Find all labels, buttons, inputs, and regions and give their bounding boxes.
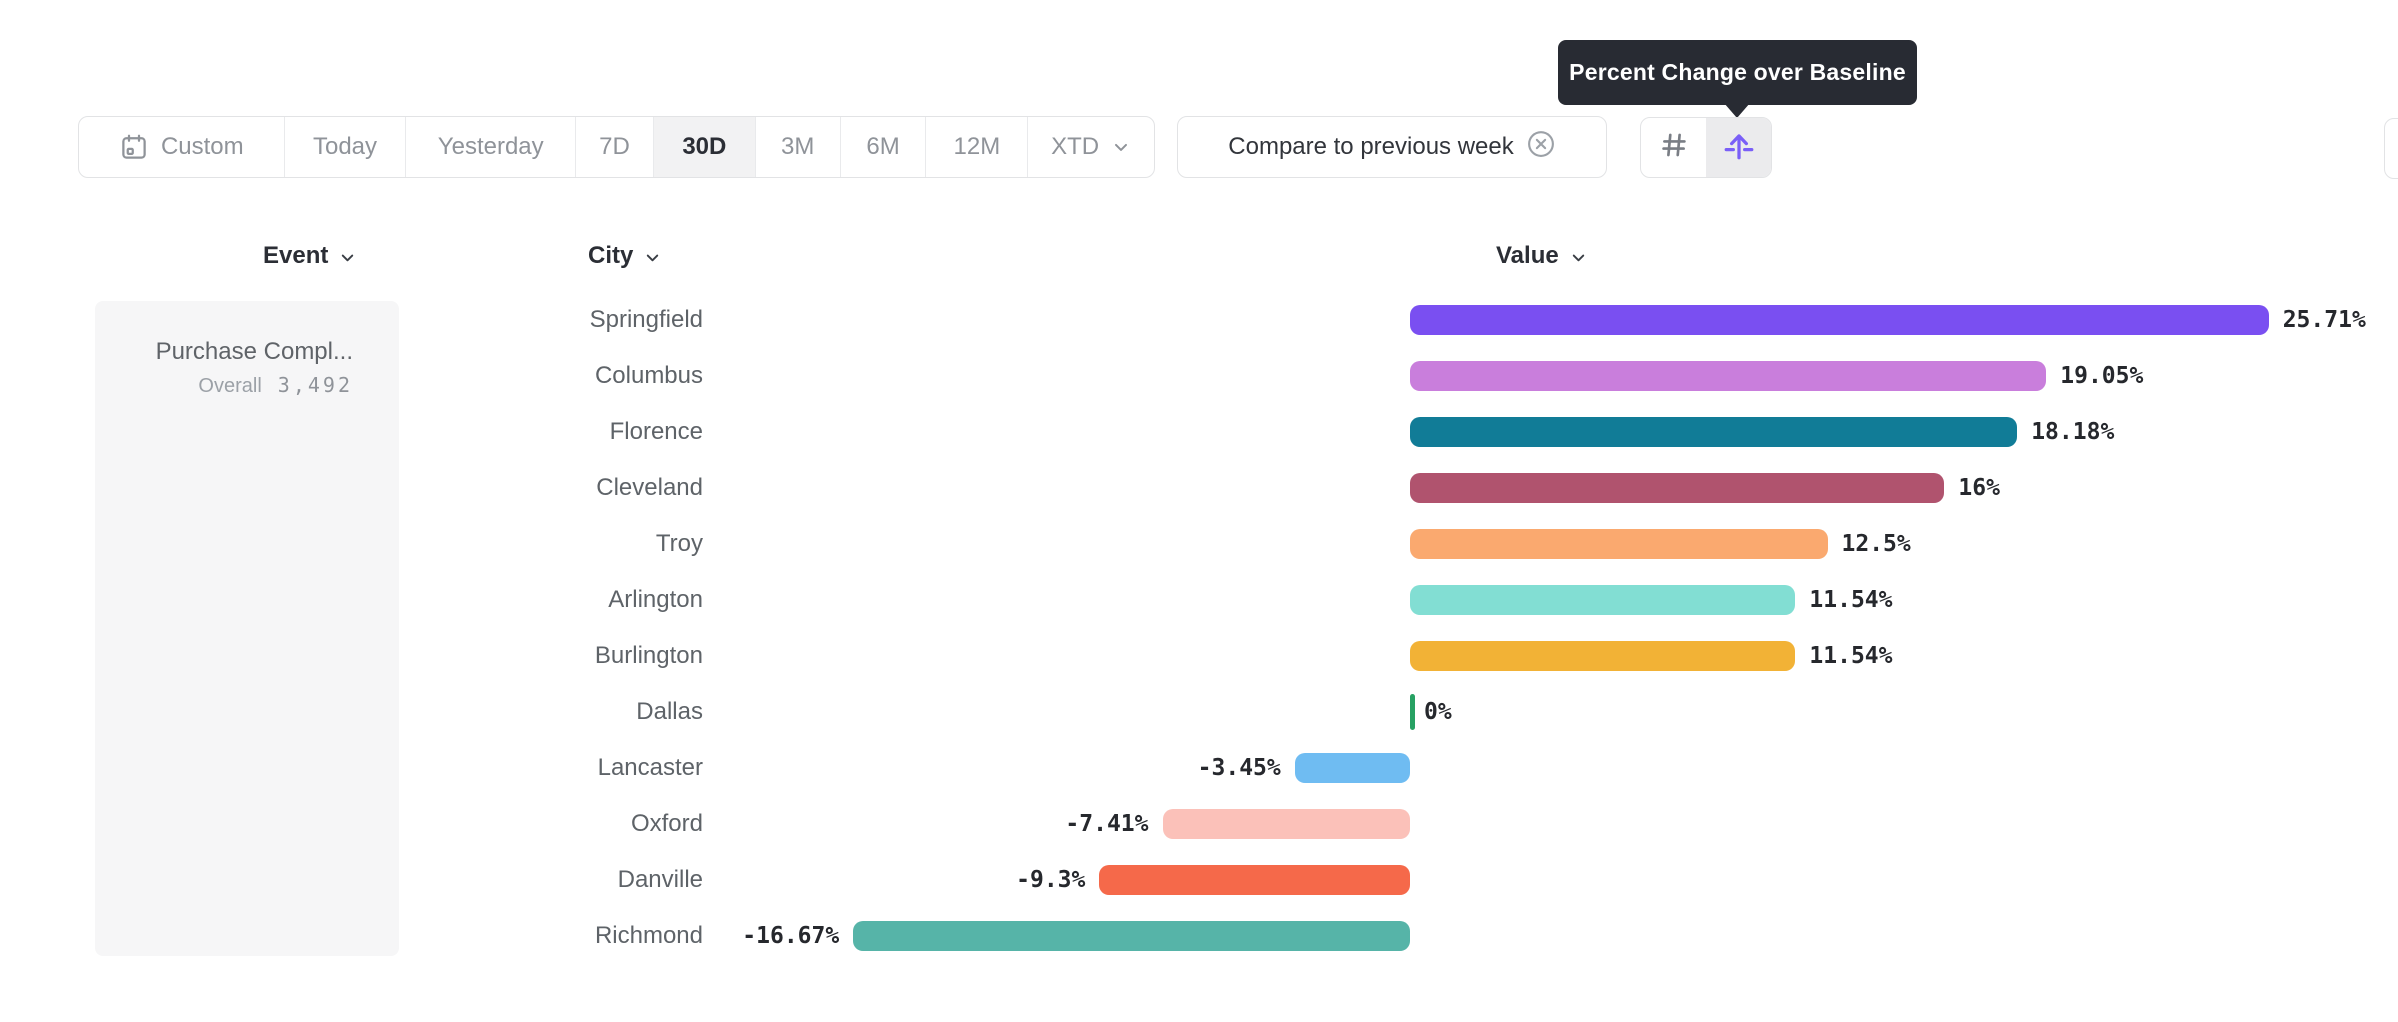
column-header-value[interactable]: Value	[1496, 242, 1588, 270]
date-range-12m[interactable]: 12M	[926, 117, 1029, 177]
city-label: Lancaster	[597, 754, 703, 781]
date-range-yesterday[interactable]: Yesterday	[406, 117, 577, 177]
column-header-label: Event	[263, 242, 329, 269]
date-range-label: 3M	[781, 133, 815, 160]
value-label: -3.45%	[1197, 755, 1281, 781]
table-row: Dallas 0%	[0, 684, 2398, 740]
value-label: 19.05%	[2060, 363, 2144, 389]
event-overall-row: Overall 3,492	[95, 373, 353, 398]
value-label: 16%	[1958, 475, 2000, 501]
date-range-selector: Custom Today Yesterday 7D 30D 3M 6M 12M …	[78, 116, 1155, 178]
table-row: Arlington 11.54%	[0, 572, 2398, 628]
value-label: 12.5%	[1841, 531, 1911, 557]
city-label: Danville	[617, 866, 703, 893]
grid-view-button[interactable]	[1641, 118, 1706, 177]
city-label: Springfield	[589, 306, 703, 333]
value-label: -9.3%	[1016, 867, 1086, 893]
date-range-label: Yesterday	[437, 133, 544, 160]
tooltip: Percent Change over Baseline	[1558, 40, 1917, 105]
value-label: 11.54%	[1809, 587, 1893, 613]
city-label: Columbus	[594, 362, 703, 389]
event-name: Purchase Compl...	[155, 338, 353, 365]
table-row: Springfield 25.71%	[0, 292, 2398, 348]
chart-rows: Springfield 25.71% Columbus 19.05% Florence 1…	[0, 292, 2398, 972]
hash-icon	[1658, 129, 1690, 166]
calendar-icon	[119, 132, 149, 162]
table-row: Burlington 11.54%	[0, 628, 2398, 684]
city-label: Oxford	[630, 810, 703, 837]
bar-burlington[interactable]	[1410, 641, 1796, 671]
chevron-down-icon	[338, 245, 357, 267]
table-row: Columbus 19.05%	[0, 348, 2398, 404]
bar-columbus[interactable]	[1410, 361, 2047, 391]
date-range-7d[interactable]: 7D	[576, 117, 654, 177]
bar-lancaster[interactable]	[1294, 753, 1410, 783]
overall-count: 3,492	[277, 373, 353, 397]
table-row: Cleveland 16%	[0, 460, 2398, 516]
zero-tick[interactable]	[1410, 694, 1415, 730]
bar-troy[interactable]	[1410, 529, 1828, 559]
value-label: -16.67%	[742, 923, 840, 949]
date-range-label: XTD	[1051, 133, 1100, 160]
table-row: Oxford -7.41%	[0, 796, 2398, 852]
value-label: 11.54%	[1809, 643, 1893, 669]
chevron-down-icon	[643, 245, 662, 267]
date-range-label: 12M	[953, 133, 1001, 160]
column-header-event[interactable]: Event	[263, 242, 357, 270]
column-header-label: City	[588, 242, 634, 269]
table-row: Florence 18.18%	[0, 404, 2398, 460]
date-range-6m[interactable]: 6M	[841, 117, 927, 177]
city-label: Troy	[655, 530, 703, 557]
event-panel[interactable]: Purchase Compl... Overall 3,492	[95, 301, 399, 956]
tooltip-text: Percent Change over Baseline	[1569, 59, 1906, 85]
compare-chip[interactable]: Compare to previous week	[1177, 116, 1607, 178]
baseline-view-button[interactable]	[1706, 118, 1771, 177]
chevron-down-icon	[1111, 137, 1131, 157]
city-label: Richmond	[594, 922, 703, 949]
table-row: Danville -9.3%	[0, 852, 2398, 908]
date-range-custom[interactable]: Custom	[79, 117, 285, 177]
value-label: 25.71%	[2282, 307, 2366, 333]
date-range-30d[interactable]: 30D	[653, 117, 756, 177]
table-row: Richmond -16.67%	[0, 908, 2398, 964]
value-label: 18.18%	[2031, 419, 2115, 445]
table-row: Troy 12.5%	[0, 516, 2398, 572]
date-range-label: Today	[312, 133, 378, 160]
date-range-today[interactable]: Today	[285, 117, 407, 177]
date-range-label: 30D	[682, 133, 727, 160]
bar-richmond[interactable]	[853, 921, 1410, 951]
bar-florence[interactable]	[1410, 417, 2018, 447]
overflow-toolbar-button[interactable]	[2384, 118, 2398, 179]
bar-danville[interactable]	[1099, 865, 1410, 895]
table-row: Lancaster -3.45%	[0, 740, 2398, 796]
city-label: Dallas	[636, 698, 703, 725]
overall-label: Overall	[198, 375, 262, 397]
city-label: Burlington	[594, 642, 703, 669]
column-header-label: Value	[1496, 242, 1559, 269]
arrow-up-from-line-icon	[1722, 128, 1756, 167]
tooltip-caret	[1724, 103, 1750, 118]
column-header-city[interactable]: City	[588, 242, 662, 270]
bar-oxford[interactable]	[1162, 809, 1410, 839]
chevron-down-icon	[1569, 245, 1588, 267]
date-range-label: 7D	[599, 133, 630, 160]
bar-arlington[interactable]	[1410, 585, 1796, 615]
date-range-label: Custom	[160, 133, 244, 160]
value-label: 0%	[1424, 699, 1452, 725]
bar-cleveland[interactable]	[1410, 473, 1945, 503]
circle-x-icon[interactable]	[1526, 129, 1556, 166]
bar-springfield[interactable]	[1410, 305, 2269, 335]
city-label: Arlington	[608, 586, 703, 613]
compare-chip-label: Compare to previous week	[1228, 133, 1514, 160]
view-toggle-group	[1640, 117, 1772, 178]
city-label: Cleveland	[596, 474, 703, 501]
value-label: -7.41%	[1065, 811, 1149, 837]
date-range-xtd[interactable]: XTD	[1028, 117, 1154, 177]
date-range-label: 6M	[866, 133, 900, 160]
date-range-3m[interactable]: 3M	[756, 117, 841, 177]
city-label: Florence	[609, 418, 703, 445]
